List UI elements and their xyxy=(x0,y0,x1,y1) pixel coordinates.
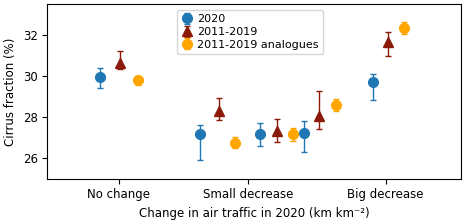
Legend: 2020, 2011-2019, 2011-2019 analogues: 2020, 2011-2019, 2011-2019 analogues xyxy=(177,10,323,54)
X-axis label: Change in air traffic in 2020 (km km⁻²): Change in air traffic in 2020 (km km⁻²) xyxy=(139,207,370,220)
Y-axis label: Cirrus fraction (%): Cirrus fraction (%) xyxy=(4,37,17,146)
